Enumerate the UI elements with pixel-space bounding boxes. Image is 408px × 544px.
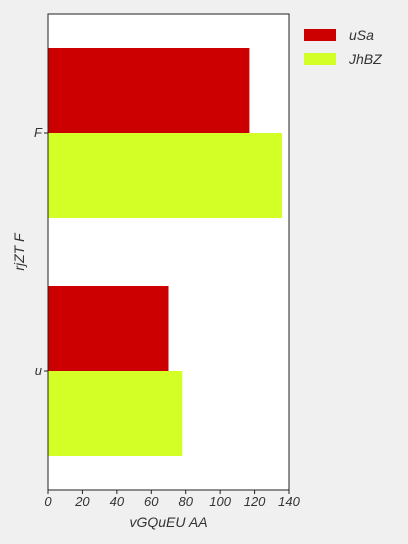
x-tick-label: 80 [178,494,193,509]
y-ticks-group: Fu [34,125,48,378]
x-ticks-group: 0 20 40 60 80 100 120 140 [44,490,301,509]
bars-group [48,48,283,456]
y-tick-label-F: F [34,125,43,140]
x-tick-label: 120 [244,494,266,509]
legend-swatch-JhBZ [304,53,336,65]
legend-swatch-uSa [304,29,336,41]
bar-JhBZ-F [48,133,283,218]
y-axis-label: rjZT F [11,232,27,271]
bar-JhBZ-u [48,371,183,456]
legend: uSa JhBZ [304,27,382,67]
y-tick-label-u: u [35,363,42,378]
x-tick-label: 40 [110,494,125,509]
x-tick-label: 140 [278,494,300,509]
x-tick-label: 60 [144,494,159,509]
legend-label-uSa: uSa [349,27,374,43]
legend-label-JhBZ: JhBZ [348,51,382,67]
x-tick-label: 100 [209,494,231,509]
bar-uSa-F [48,48,250,133]
x-tick-label: 0 [44,494,52,509]
bar-uSa-u [48,286,169,371]
x-axis-label: vGQuEU AA [129,514,207,530]
x-tick-label: 20 [74,494,90,509]
plot-frame [47,13,290,491]
